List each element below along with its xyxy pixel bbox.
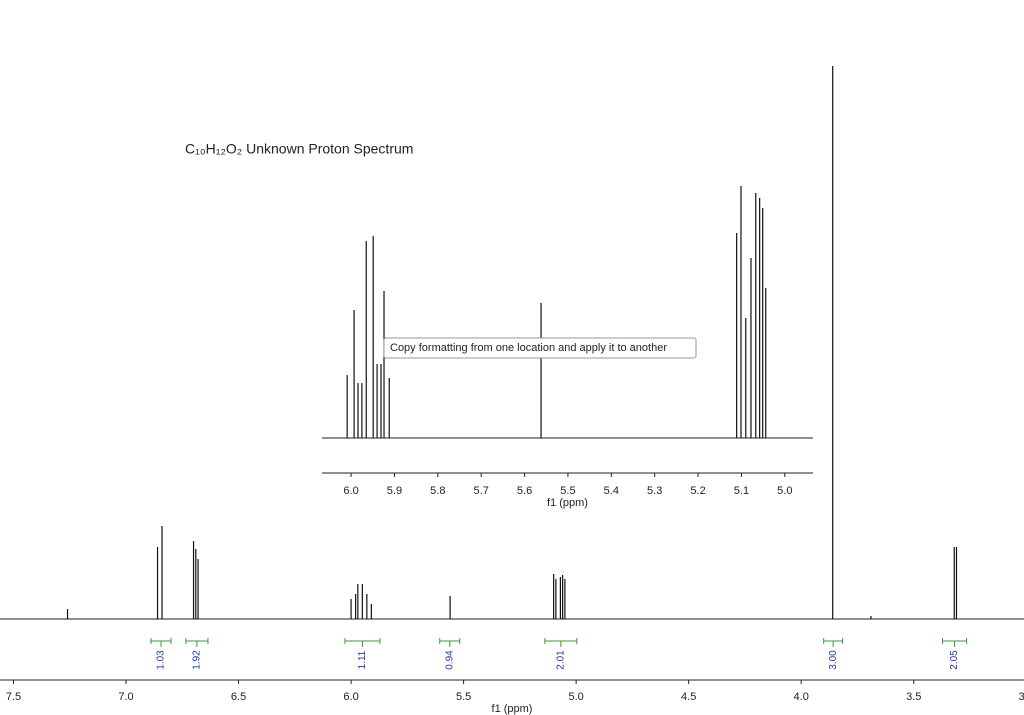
integral-label: 1.92 [192,650,203,670]
integral-label: 3.00 [828,650,839,670]
x-axis-label: f1 (ppm) [492,703,533,715]
x-tick-label: 4.5 [681,691,696,703]
x-tick-label: 5.0 [777,485,792,497]
x-tick-label: 5.3 [647,485,662,497]
tooltip-text: Copy formatting from one location and ap… [390,342,667,354]
x-tick-label: 5.2 [690,485,705,497]
x-axis-label: f1 (ppm) [547,497,588,509]
x-tick-label: 5.8 [430,485,445,497]
integral: 1.03 [150,638,172,670]
integral-label: 2.05 [949,650,960,670]
integral: 1.11 [344,638,381,669]
x-tick-label: 5.1 [734,485,749,497]
x-tick-label: 3.5 [906,691,921,703]
x-tick-label: 6.0 [343,691,358,703]
x-tick-label: 7.5 [6,691,21,703]
x-tick-label: 5.0 [568,691,583,703]
integral: 3.00 [823,638,844,670]
integral-label: 2.01 [555,650,566,670]
integral-label: 1.03 [156,650,167,670]
x-tick-label: 5.7 [474,485,489,497]
chart-title: C₁₀H₁₂O₂ Unknown Proton Spectrum [185,141,413,157]
x-tick-label: 6.5 [231,691,246,703]
x-tick-label: 6.0 [343,485,358,497]
x-tick-label: 5.4 [604,485,619,497]
x-tick-label: 5.9 [387,485,402,497]
x-tick-label: 5.5 [560,485,575,497]
x-tick-label: 4.0 [794,691,809,703]
x-tick-label: 3.0 [1019,691,1024,703]
integral-label: 1.11 [357,650,368,669]
integral: 2.01 [544,638,578,670]
x-tick-label: 5.5 [456,691,471,703]
tooltip-box [383,337,697,359]
integral: 2.05 [942,638,968,670]
x-tick-label: 7.0 [118,691,133,703]
integral: 1.92 [185,638,209,670]
tooltip: Copy formatting from one location and ap… [383,337,697,359]
integral: 0.94 [439,638,461,670]
x-tick-label: 5.6 [517,485,532,497]
integral-label: 0.94 [444,650,455,670]
